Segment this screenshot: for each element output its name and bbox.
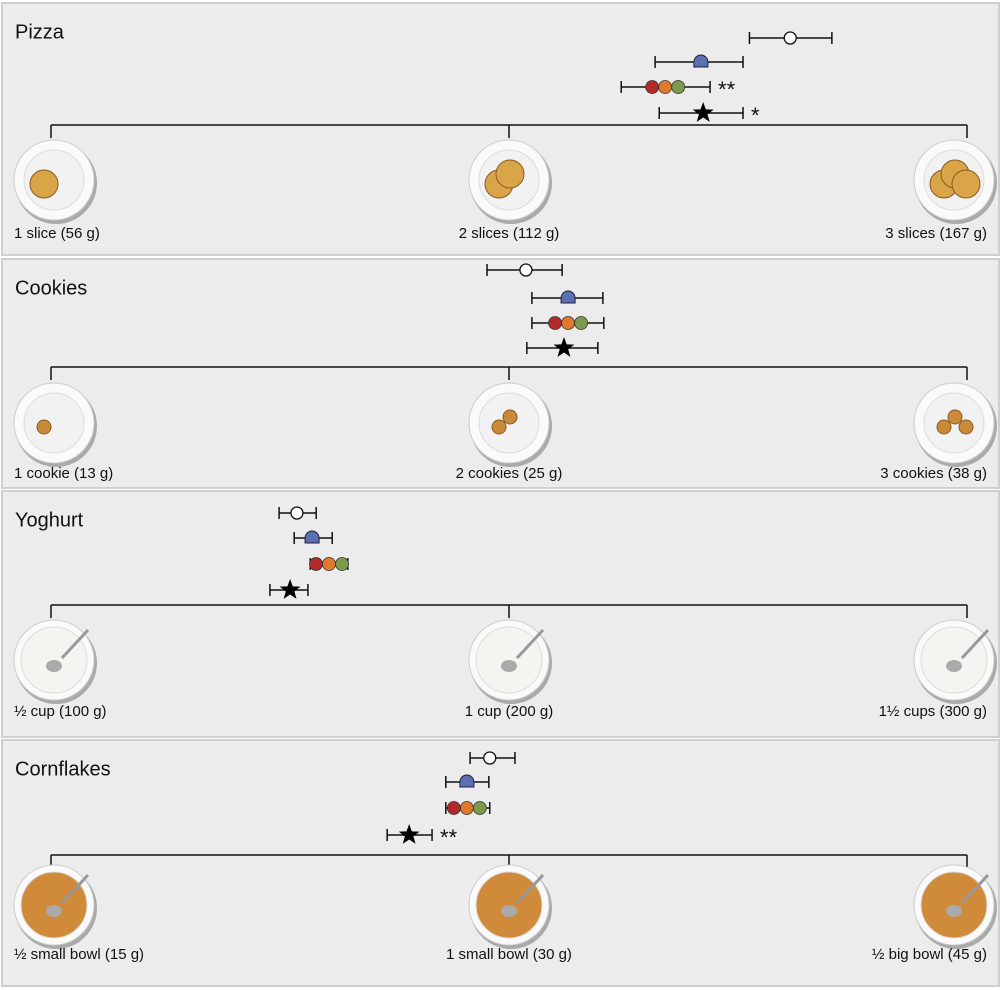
x-tick-label: 1 small bowl (30 g) [446,946,572,963]
marker [309,557,349,571]
x-tick-label: 2 slices (112 g) [459,225,560,242]
x-tick-label: ½ cup (100 g) [14,703,107,720]
spoon [960,873,990,905]
spoon [60,873,90,905]
marker [560,290,576,304]
spoon [60,628,90,660]
spoon [515,873,545,905]
x-tick-label: 1 cookie (13 g) [14,465,113,482]
marker [483,751,497,765]
spoon-bowl [46,660,62,672]
spoon [960,628,990,660]
marker [446,801,487,815]
spoon-bowl [501,905,517,917]
plate-rim [23,392,85,454]
marker [693,54,709,68]
food [29,169,59,199]
marker [304,530,320,544]
spoon [515,628,545,660]
significance: ** [440,825,458,850]
marker [783,31,797,45]
food [951,169,981,199]
marker-dot [459,801,474,815]
x-tick-label: 1½ cups (300 g) [879,703,987,720]
marker-dot [574,316,588,330]
marker [290,506,304,520]
food [495,159,525,189]
x-tick-label: 1 slice (56 g) [14,225,100,242]
food [936,419,952,435]
x-tick-label: ½ small bowl (15 g) [14,946,144,963]
x-tick-label: ½ big bowl (45 g) [872,946,987,963]
significance: * [751,103,760,128]
marker-dot [335,557,349,571]
marker-dot [309,557,323,571]
marker-dot [322,557,336,571]
panel-title: Pizza [15,21,65,43]
significance: ** [718,77,736,102]
spoon-bowl [46,905,62,917]
marker-dot [446,801,461,815]
x-tick-label: 3 cookies (38 g) [880,465,987,482]
x-tick-label: 1 cup (200 g) [465,703,553,720]
food [502,409,518,425]
marker [519,263,533,277]
food [947,409,963,425]
marker [459,774,475,788]
panel-title: Cornflakes [15,758,111,780]
x-tick-label: 3 slices (167 g) [885,225,987,242]
marker-dot [561,316,575,330]
marker-dot [671,80,686,94]
panel-title: Yoghurt [15,509,84,531]
food [491,419,507,435]
marker [645,80,686,94]
marker-dot [645,80,660,94]
marker [553,337,575,357]
marker-dot [658,80,673,94]
marker-dot [548,316,562,330]
marker-dot [472,801,487,815]
x-tick-label: 2 cookies (25 g) [456,465,563,482]
marker [279,579,301,599]
spoon-bowl [946,660,962,672]
food [958,419,974,435]
marker [548,316,588,330]
marker [398,824,420,844]
food [36,419,52,435]
spoon-bowl [946,905,962,917]
marker [692,102,714,122]
panel-title: Cookies [15,277,87,299]
spoon-bowl [501,660,517,672]
